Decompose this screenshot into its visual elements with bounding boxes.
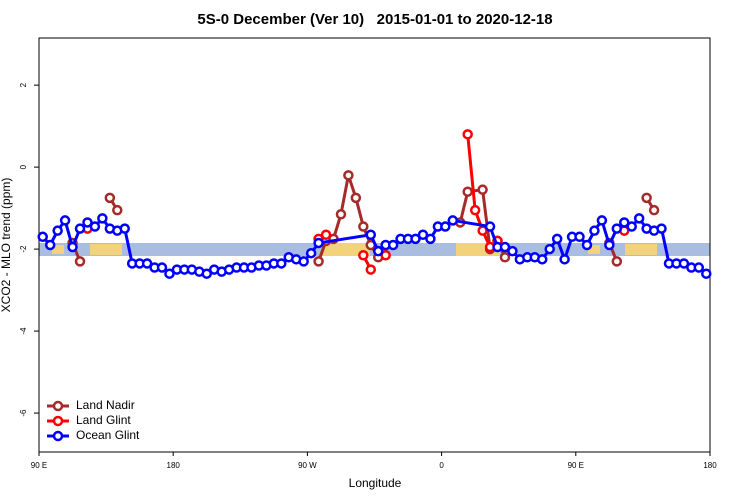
data-point xyxy=(350,192,362,204)
data-point xyxy=(462,129,473,140)
y-tick-label: -2 xyxy=(19,245,28,253)
data-point xyxy=(320,229,332,241)
y-axis-label: XCO2 - MLO trend (ppm) xyxy=(0,178,13,313)
x-tick-label: 180 xyxy=(703,461,717,470)
data-point xyxy=(596,215,608,226)
legend-marker xyxy=(52,400,64,412)
data-point xyxy=(611,223,623,234)
data-point xyxy=(387,239,399,251)
plot-frame xyxy=(38,37,711,453)
data-point xyxy=(626,221,637,232)
data-point xyxy=(641,192,652,204)
data-point xyxy=(343,170,354,181)
data-point xyxy=(358,249,369,261)
data-point xyxy=(425,233,436,245)
x-tick-label: 90 W xyxy=(298,461,317,470)
y-tick-label: 2 xyxy=(19,82,28,87)
data-point xyxy=(604,239,615,251)
land-patch xyxy=(322,243,370,256)
data-point xyxy=(52,225,63,236)
legend-label: Ocean Glint xyxy=(76,428,140,442)
data-point xyxy=(119,223,130,234)
land-patch xyxy=(588,245,600,254)
data-point xyxy=(656,223,667,234)
data-point xyxy=(469,204,481,216)
data-point xyxy=(507,245,518,257)
data-point xyxy=(551,233,563,245)
data-point xyxy=(74,223,86,234)
x-tick-label: 0 xyxy=(439,461,444,470)
data-point xyxy=(44,239,56,251)
data-point xyxy=(365,229,377,241)
x-axis-label: Longitude xyxy=(349,476,402,490)
data-point xyxy=(417,229,429,241)
data-point xyxy=(67,241,78,253)
data-point xyxy=(484,221,496,232)
data-point xyxy=(276,258,287,269)
data-point xyxy=(574,231,585,243)
legend-label: Land Glint xyxy=(76,413,131,427)
data-point xyxy=(410,233,421,245)
data-point xyxy=(164,268,175,279)
data-point xyxy=(37,231,48,243)
data-point xyxy=(477,184,488,195)
data-point xyxy=(365,264,377,275)
data-point xyxy=(59,215,71,226)
data-point xyxy=(678,258,690,269)
y-tick-label: -6 xyxy=(19,409,28,417)
data-point xyxy=(447,215,459,226)
data-point xyxy=(499,241,511,253)
data-point xyxy=(298,256,309,267)
data-point xyxy=(358,221,369,232)
data-point xyxy=(701,268,712,279)
land-patch xyxy=(52,245,64,254)
x-tick-label: 180 xyxy=(167,461,181,470)
data-point xyxy=(97,213,108,224)
data-point xyxy=(537,254,548,265)
data-point xyxy=(648,204,660,216)
x-tick-label: 90 E xyxy=(31,461,47,470)
data-point xyxy=(201,268,212,279)
data-point xyxy=(619,217,630,228)
data-point xyxy=(633,213,645,224)
data-point xyxy=(82,217,93,228)
chart-title: 5S-0 December (Ver 10) 2015-01-01 to 202… xyxy=(197,11,552,28)
data-point xyxy=(581,239,593,251)
legend-marker xyxy=(52,430,64,442)
data-point xyxy=(380,249,391,261)
data-point xyxy=(156,262,168,273)
data-point xyxy=(305,247,317,259)
data-point xyxy=(611,256,623,267)
data-point xyxy=(104,192,116,204)
data-point xyxy=(335,209,347,220)
data-point xyxy=(112,204,123,216)
data-point xyxy=(693,262,705,273)
y-tick-label: 0 xyxy=(19,164,28,169)
data-point xyxy=(440,221,451,232)
data-point xyxy=(462,186,473,197)
x-tick-label: 90 E xyxy=(568,461,584,470)
data-point xyxy=(313,237,324,249)
data-point xyxy=(89,221,101,232)
data-point xyxy=(499,252,511,263)
land-patch xyxy=(90,244,122,255)
data-point xyxy=(589,225,600,236)
data-point xyxy=(141,258,153,269)
data-point xyxy=(544,243,555,255)
y-tick-label: -4 xyxy=(19,327,28,335)
data-point xyxy=(313,256,324,267)
land-patch xyxy=(625,244,657,255)
legend-label: Land Nadir xyxy=(76,398,135,412)
data-point xyxy=(74,256,86,267)
data-point xyxy=(372,245,384,257)
data-point xyxy=(559,254,570,265)
legend-marker xyxy=(52,415,64,427)
